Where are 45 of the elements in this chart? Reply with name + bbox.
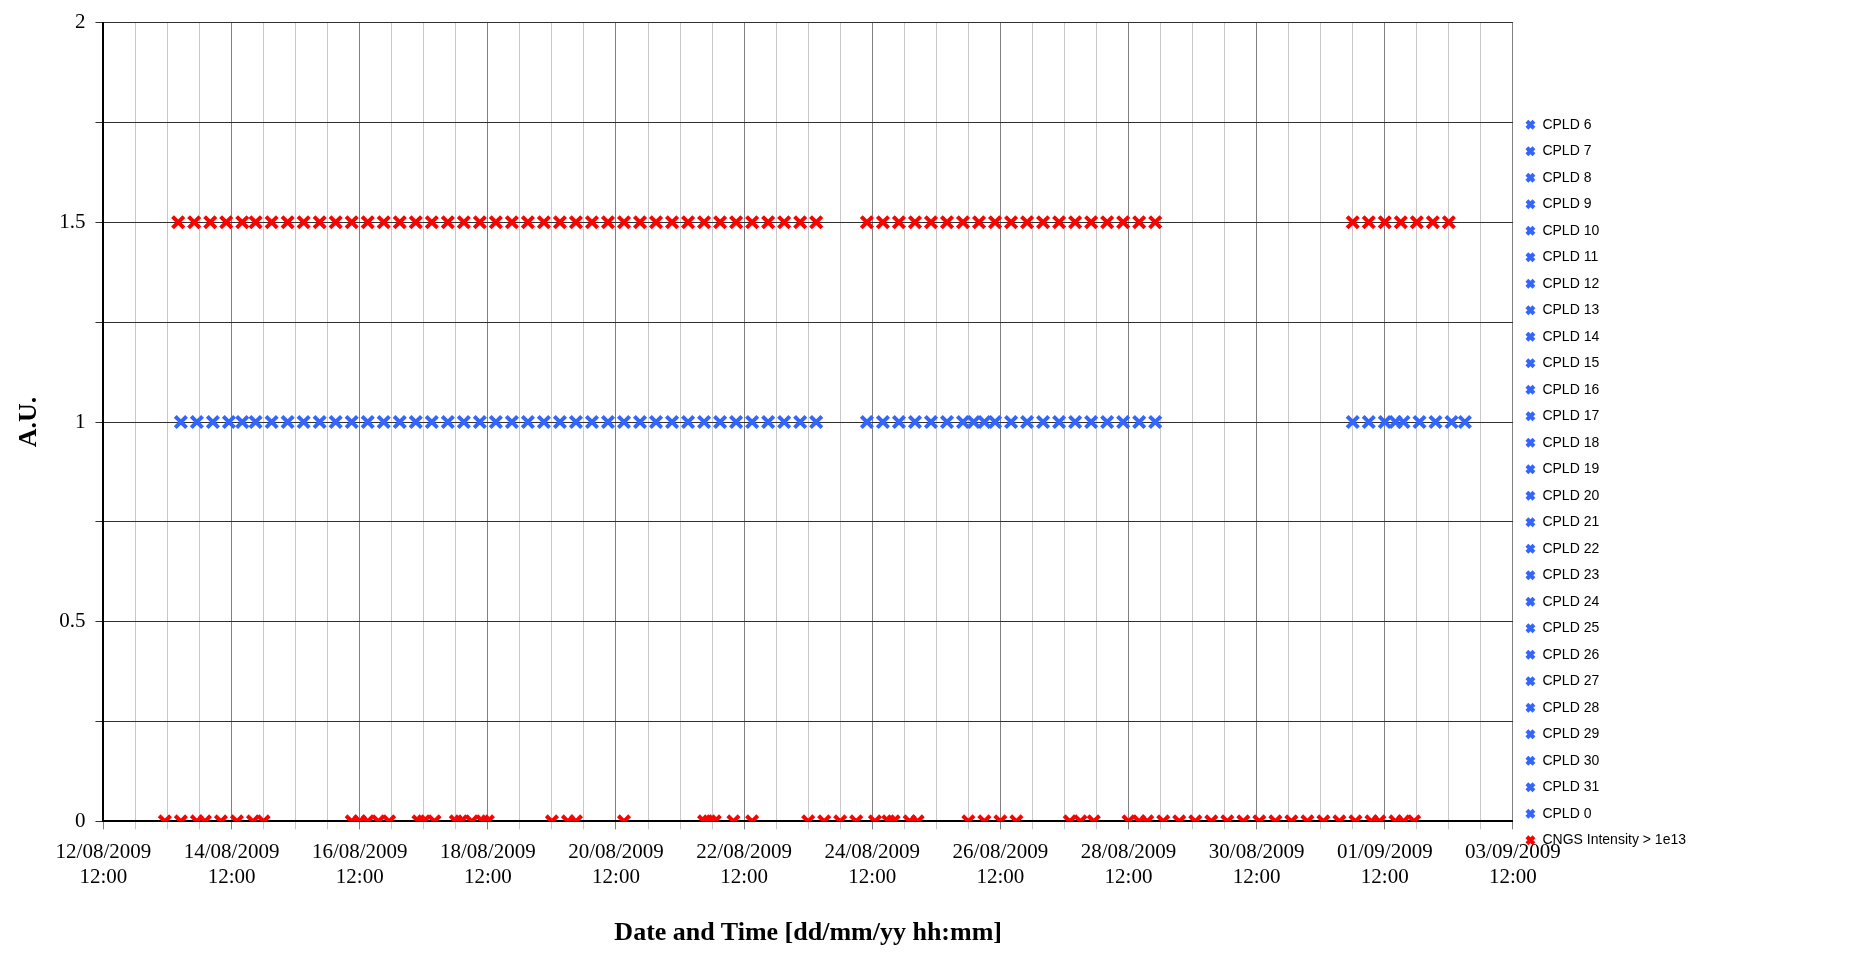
legend-label: CPLD 10 bbox=[1542, 221, 1600, 238]
legend-label: CPLD 17 bbox=[1542, 407, 1600, 424]
legend-label: CPLD 12 bbox=[1542, 274, 1600, 291]
legend-label: CPLD 31 bbox=[1542, 778, 1600, 795]
x-tick-label: 18/08/2009 12:00 bbox=[440, 838, 536, 888]
legend-label: CPLD 23 bbox=[1542, 566, 1600, 583]
legend-label: CPLD 27 bbox=[1542, 672, 1600, 689]
legend-label: CPLD 13 bbox=[1542, 301, 1600, 318]
legend-label: CPLD 30 bbox=[1542, 751, 1600, 768]
legend-label: CPLD 24 bbox=[1542, 592, 1600, 609]
x-tick-label: 01/09/2009 12:00 bbox=[1336, 838, 1433, 888]
legend-label: CPLD 11 bbox=[1542, 248, 1599, 265]
legend-label: CPLD 14 bbox=[1542, 327, 1600, 344]
legend-label: CPLD 25 bbox=[1542, 619, 1600, 636]
x-tick-label: 14/08/2009 12:00 bbox=[183, 838, 280, 888]
x-axis-title: Date and Time [dd/mm/yy hh:mm] bbox=[614, 917, 1002, 947]
x-tick-label: 12/08/2009 12:00 bbox=[55, 838, 152, 888]
legend-label: CPLD 7 bbox=[1542, 142, 1592, 159]
y-axis-title: A.U. bbox=[13, 396, 43, 448]
y-tick-label: 1.5 bbox=[59, 208, 86, 233]
x-tick-label: 28/08/2009 12:00 bbox=[1080, 838, 1177, 888]
x-tick-label: 20/08/2009 12:00 bbox=[568, 838, 664, 888]
x-tick-label: 26/08/2009 12:00 bbox=[952, 838, 1049, 888]
legend-label: CPLD 20 bbox=[1542, 486, 1600, 503]
legend-label: CPLD 22 bbox=[1542, 539, 1600, 556]
legend-label: CPLD 26 bbox=[1542, 645, 1600, 662]
y-tick-label: 2 bbox=[74, 9, 86, 34]
legend-label: CPLD 19 bbox=[1542, 460, 1600, 477]
x-tick-label: 30/08/2009 12:00 bbox=[1208, 838, 1305, 888]
legend-label: CPLD 18 bbox=[1542, 433, 1600, 450]
y-tick-label: 1 bbox=[74, 408, 86, 433]
legend-label: CPLD 15 bbox=[1542, 354, 1600, 371]
y-tick-label: 0 bbox=[74, 807, 86, 832]
x-tick-label: 22/08/2009 12:00 bbox=[696, 838, 792, 888]
legend-label: CPLD 29 bbox=[1542, 725, 1600, 742]
legend-label: CPLD 9 bbox=[1542, 195, 1592, 212]
legend-label: CPLD 6 bbox=[1542, 115, 1592, 132]
x-tick-label: 24/08/2009 12:00 bbox=[824, 838, 921, 888]
legend-label: CPLD 28 bbox=[1542, 698, 1600, 715]
legend-label: CPLD 16 bbox=[1542, 380, 1600, 397]
x-tick-label: 16/08/2009 12:00 bbox=[311, 838, 408, 888]
legend-label: CPLD 21 bbox=[1542, 513, 1600, 530]
y-tick-label: 0.5 bbox=[59, 608, 86, 633]
legend-label: CPLD 0 bbox=[1542, 804, 1592, 821]
legend-label: CPLD 8 bbox=[1542, 168, 1592, 185]
